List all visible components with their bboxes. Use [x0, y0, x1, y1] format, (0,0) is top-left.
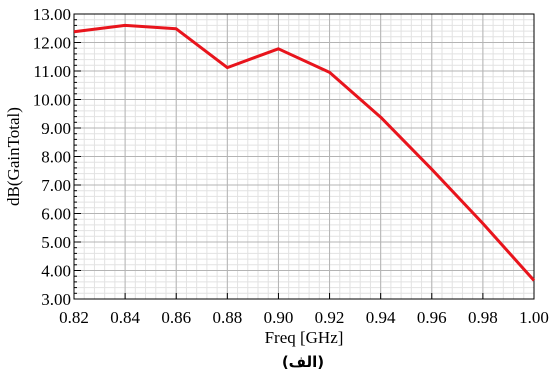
figure-caption: (الف): [282, 353, 324, 371]
y-tick-labels: 3.00 4.00 5.00 6.00 7.00 8.00 9.00 10.00 11.00 12…: [33, 5, 71, 309]
x-tick-label: 0.86: [161, 308, 191, 327]
series-line: [73, 23, 536, 282]
y-tick-label: 7.00: [41, 176, 71, 195]
y-tick-label: 10.00: [33, 91, 71, 110]
y-tick-label: 9.00: [41, 119, 71, 138]
y-tick-label: 5.00: [41, 233, 71, 252]
x-tick-label: 0.88: [212, 308, 242, 327]
y-tick-label: 12.00: [33, 34, 71, 53]
x-tick-label: 0.94: [366, 308, 396, 327]
y-tick-label: 4.00: [41, 262, 71, 281]
y-tick-label: 11.00: [33, 62, 71, 81]
x-axis-title: Freq [GHz]: [265, 328, 344, 347]
y-tick-label: 8.00: [41, 148, 71, 167]
x-tick-label: 0.84: [110, 308, 140, 327]
x-tick-label: 0.82: [59, 308, 89, 327]
major-grid: [73, 13, 535, 300]
x-tick-label: 0.96: [417, 308, 447, 327]
x-tick-labels: 0.82 0.84 0.86 0.88 0.90 0.92 0.94 0.96 0.98 1.00: [59, 308, 549, 327]
x-tick-label: 1.00: [519, 308, 549, 327]
y-tick-label: 13.00: [33, 5, 71, 24]
series-layer: [73, 23, 536, 282]
y-tick-label: 6.00: [41, 205, 71, 224]
x-tick-label: 0.90: [264, 308, 294, 327]
x-tick-label: 0.92: [315, 308, 345, 327]
x-tick-label: 0.98: [468, 308, 498, 327]
y-tick-label: 3.00: [41, 290, 71, 309]
y-axis-title: dB(GainTotal): [4, 107, 23, 206]
